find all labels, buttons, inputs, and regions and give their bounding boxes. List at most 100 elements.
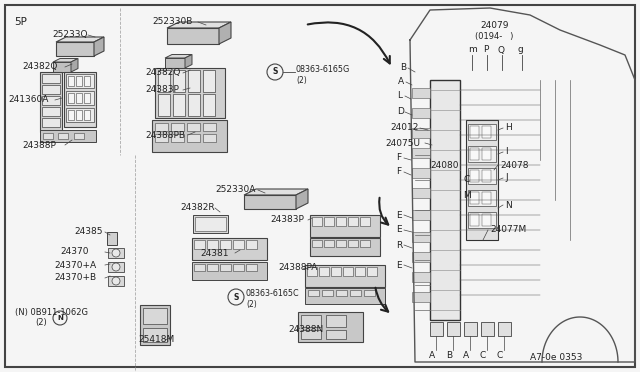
Polygon shape xyxy=(165,58,185,68)
Text: E: E xyxy=(396,211,402,219)
Bar xyxy=(171,134,184,142)
Text: E: E xyxy=(396,225,402,234)
Bar xyxy=(466,120,498,240)
Bar xyxy=(348,240,358,247)
Bar xyxy=(194,240,205,249)
Text: 25233Q: 25233Q xyxy=(52,31,88,39)
Text: 24079: 24079 xyxy=(480,20,509,29)
Text: (0194-   ): (0194- ) xyxy=(475,32,513,41)
Bar xyxy=(412,108,430,118)
Text: S: S xyxy=(234,292,239,301)
Bar xyxy=(343,267,353,276)
Bar xyxy=(203,123,216,131)
Bar xyxy=(66,74,94,88)
Text: D: D xyxy=(397,108,404,116)
Bar xyxy=(40,72,62,132)
Bar xyxy=(203,134,216,142)
Bar xyxy=(468,124,496,140)
Bar xyxy=(84,76,90,86)
Bar xyxy=(192,262,267,280)
Bar xyxy=(84,93,90,103)
Text: C: C xyxy=(480,352,486,360)
Bar xyxy=(430,80,460,320)
Text: N: N xyxy=(57,315,63,321)
Bar xyxy=(155,123,168,131)
Bar xyxy=(246,264,257,271)
Bar xyxy=(412,128,430,138)
Text: 24388PB: 24388PB xyxy=(145,131,185,140)
Text: M: M xyxy=(463,192,471,201)
Bar xyxy=(143,328,167,342)
Bar xyxy=(74,133,84,139)
Bar xyxy=(220,240,231,249)
Bar xyxy=(482,170,491,182)
Polygon shape xyxy=(165,55,192,58)
Text: 24370+A: 24370+A xyxy=(54,260,96,269)
Bar xyxy=(246,240,257,249)
Polygon shape xyxy=(244,189,308,195)
Text: A7-0e 0353: A7-0e 0353 xyxy=(530,353,582,362)
Bar xyxy=(305,265,385,287)
Bar xyxy=(42,107,60,116)
Bar xyxy=(76,93,82,103)
Bar xyxy=(155,68,225,118)
Bar xyxy=(188,94,200,116)
Bar xyxy=(194,264,205,271)
Polygon shape xyxy=(71,58,78,72)
Text: 24388P: 24388P xyxy=(22,141,56,150)
Text: 5P: 5P xyxy=(14,17,27,27)
Text: 24382Q: 24382Q xyxy=(145,68,180,77)
Bar xyxy=(482,126,491,138)
Bar xyxy=(468,146,496,162)
Polygon shape xyxy=(185,55,192,68)
Bar xyxy=(171,123,184,131)
Bar xyxy=(107,232,117,245)
Bar xyxy=(42,118,60,127)
Bar xyxy=(42,85,60,94)
Text: A: A xyxy=(429,352,435,360)
Bar xyxy=(108,276,124,286)
Bar xyxy=(187,134,200,142)
Polygon shape xyxy=(56,37,104,42)
Bar xyxy=(207,264,218,271)
Text: 252330B: 252330B xyxy=(152,17,193,26)
Bar xyxy=(108,248,124,258)
Text: C: C xyxy=(463,176,469,185)
Bar xyxy=(68,76,74,86)
Text: (2): (2) xyxy=(296,76,307,84)
Text: 24382R: 24382R xyxy=(180,203,214,212)
Bar xyxy=(301,315,321,327)
Bar xyxy=(470,214,479,226)
Polygon shape xyxy=(244,195,296,209)
Bar xyxy=(482,192,491,204)
Bar xyxy=(331,267,341,276)
Text: 24075U: 24075U xyxy=(385,138,420,148)
Bar xyxy=(310,215,380,237)
Bar xyxy=(140,305,170,345)
Text: m: m xyxy=(468,45,477,55)
Bar xyxy=(412,188,430,198)
Text: 24370: 24370 xyxy=(60,247,88,257)
Bar xyxy=(412,168,430,178)
Bar xyxy=(412,232,430,242)
Bar xyxy=(305,288,385,304)
Text: H: H xyxy=(505,124,512,132)
Bar xyxy=(412,252,430,262)
Text: A: A xyxy=(463,352,469,360)
Text: 252330A: 252330A xyxy=(215,186,255,195)
Text: I: I xyxy=(505,148,508,157)
Bar xyxy=(412,272,430,282)
Text: Q: Q xyxy=(498,45,505,55)
Text: 25418M: 25418M xyxy=(138,336,174,344)
Bar xyxy=(464,322,477,336)
Bar xyxy=(322,290,333,296)
Text: B: B xyxy=(400,64,406,73)
Bar xyxy=(203,94,215,116)
Bar xyxy=(412,292,430,302)
Bar xyxy=(193,215,228,233)
Bar xyxy=(58,133,68,139)
Bar xyxy=(470,170,479,182)
Bar xyxy=(336,290,347,296)
Bar xyxy=(310,238,380,256)
Ellipse shape xyxy=(112,263,120,271)
